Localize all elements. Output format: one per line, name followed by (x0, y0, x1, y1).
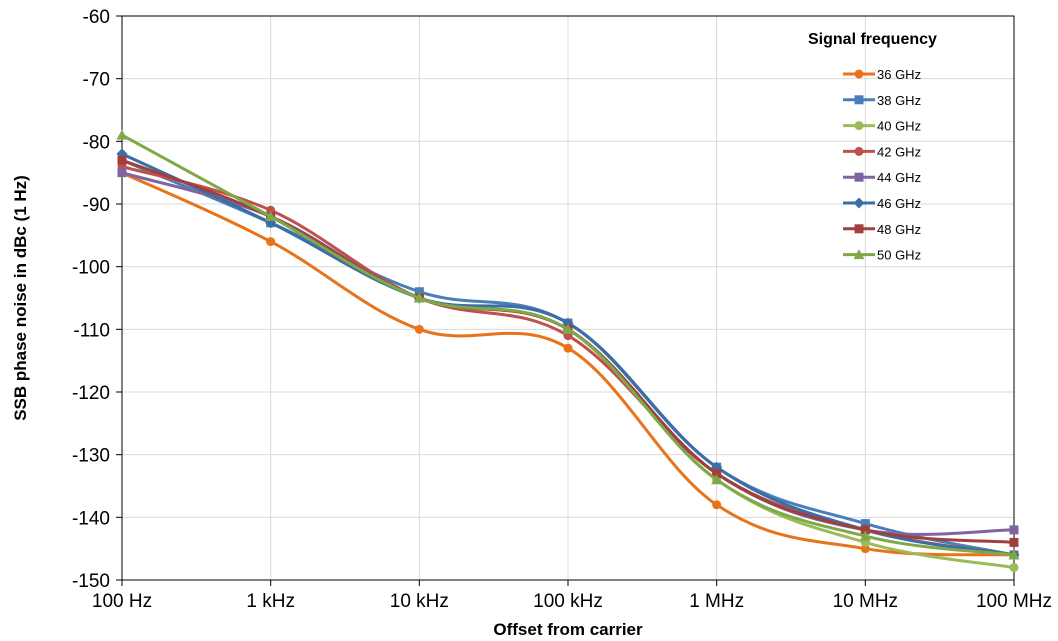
data-point (414, 287, 424, 297)
y-tick-label: -100 (72, 258, 110, 279)
data-point (563, 343, 573, 353)
y-tick-label: -120 (72, 383, 110, 404)
y-tick-label: -80 (83, 132, 110, 153)
data-point (712, 500, 722, 510)
legend-swatch-marker (854, 95, 864, 105)
x-tick-label: 100 kHz (533, 591, 603, 612)
data-point (1008, 549, 1020, 560)
data-point (413, 292, 425, 303)
data-point (116, 129, 128, 140)
legend-label: 44 GHz (877, 170, 921, 185)
legend-item: 46 GHz (843, 196, 921, 211)
data-point (859, 530, 871, 541)
y-tick-label: -150 (72, 571, 110, 592)
legend-label: 42 GHz (877, 144, 921, 159)
y-tick-label: -60 (83, 7, 110, 28)
x-tick-label: 1 MHz (689, 591, 744, 612)
legend-item: 38 GHz (843, 93, 921, 108)
data-point (117, 155, 127, 165)
data-point (265, 211, 277, 222)
legend-swatch-marker (854, 146, 864, 156)
x-tick-label: 100 MHz (976, 591, 1052, 612)
legend-item: 44 GHz (843, 170, 921, 185)
legend-label: 36 GHz (877, 67, 921, 82)
y-tick-label: -90 (83, 195, 110, 216)
legend-item: 50 GHz (843, 248, 921, 263)
legend-swatch-marker (853, 197, 865, 209)
legend-swatch-marker (854, 224, 864, 234)
y-axis-title: SSB phase noise in dBc (1 Hz) (11, 175, 30, 421)
y-tick-label: -130 (72, 446, 110, 467)
x-tick-label: 10 MHz (833, 591, 898, 612)
data-point (711, 474, 723, 485)
data-point (117, 168, 127, 178)
legend-label: 48 GHz (877, 222, 921, 237)
data-point (860, 525, 870, 535)
data-point (266, 237, 276, 247)
legend-label: 40 GHz (877, 119, 921, 134)
legend-title: Signal frequency (808, 31, 937, 48)
x-tick-label: 100 Hz (92, 591, 152, 612)
x-axis-ticks: 100 Hz 1 kHz 10 kHz 100 kHz 1 MHz 10 MHz 100 M… (92, 580, 1052, 612)
x-tick-label: 10 kHz (390, 591, 449, 612)
legend-swatch-marker (853, 249, 865, 260)
y-tick-label: -140 (72, 508, 110, 529)
legend-swatch-marker (854, 69, 864, 79)
legend-items: 36 GHz 38 GHz 40 GHz 42 GHz 44 GHz 46 GHz 48 G… (843, 67, 921, 263)
data-point (712, 468, 722, 478)
y-tick-label: -110 (73, 320, 110, 341)
data-point (1009, 562, 1019, 572)
legend-item: 42 GHz (843, 144, 921, 159)
y-tick-label: -70 (83, 70, 110, 91)
data-point (860, 519, 870, 529)
legend-label: 46 GHz (877, 196, 921, 211)
legend-item: 36 GHz (843, 67, 921, 82)
data-point (1009, 525, 1019, 535)
legend-label: 50 GHz (877, 248, 921, 263)
legend-item: 48 GHz (843, 222, 921, 237)
legend-swatch-marker (854, 121, 864, 131)
data-point (414, 324, 424, 334)
series-50-ghz (116, 129, 1020, 560)
legend: Signal frequency 36 GHz 38 GHz 40 GHz 42 GH… (808, 31, 937, 263)
legend-label: 38 GHz (877, 93, 921, 108)
legend-swatch-marker (854, 172, 864, 182)
x-tick-label: 1 kHz (246, 591, 295, 612)
data-point (562, 323, 574, 334)
legend-item: 40 GHz (843, 119, 921, 134)
y-axis-ticks: -60 -70 -80 -90 -100 -110 -120 -130 -140 -150 (72, 7, 122, 592)
data-point (860, 544, 870, 554)
series-group (116, 129, 1020, 572)
x-axis-title: Offset from carrier (493, 620, 643, 639)
data-point (1009, 537, 1019, 547)
